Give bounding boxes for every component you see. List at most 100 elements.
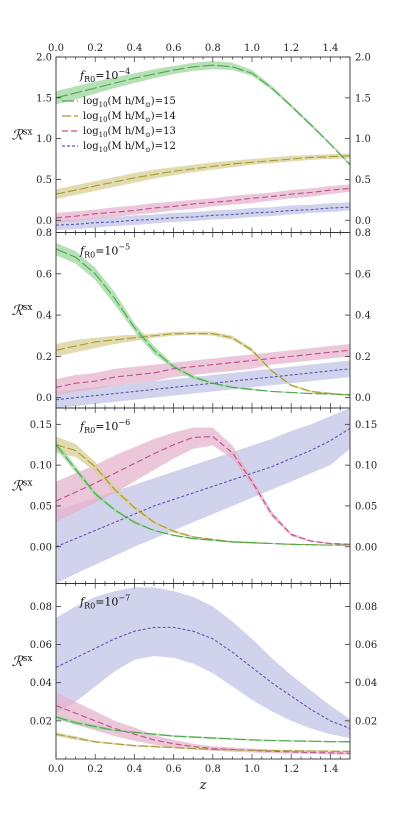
y-tick-label-left: 0.15 [30,420,52,431]
y-tick-label-right: 0.0 [355,216,371,227]
legend-sub: 10 [99,101,108,109]
band-mass-13 [56,427,350,546]
y-tick-label-left: 0.00 [30,542,52,553]
y-axis-label: ℛsx [12,127,33,143]
panel-2: 0.0 0.0 0.2 0.2 0.4 0.4 0.6 0.6 0.8 0.8 ℛsx fR0=10−… [12,228,371,409]
y-label-main: ℛ [12,127,24,143]
annotation-f: f [79,596,86,609]
curve-mass-13 [56,349,350,388]
x-tick-label-bottom: 0.2 [87,764,103,775]
panel-4: 0.02 0.02 0.04 0.04 0.06 0.06 0.08 0.08 ℛsx fR0=1… [12,583,377,760]
curve-mass-12 [56,206,350,226]
curve-mass-12 [56,626,350,729]
curve-mass-13 [56,187,350,219]
panel-plot-area [56,408,350,584]
panel-annotation: fR0=10−5 [79,243,130,260]
curve-mass-14 [56,333,350,397]
band-mass-13 [56,343,350,396]
y-tick-label-left: 0.2 [36,352,52,363]
y-label-sup: sx [23,478,33,488]
legend-label-12: log10(M h/M⊙)=12 [83,141,176,154]
y-label-sup: sx [23,127,33,137]
curve-mass-12 [56,368,350,401]
y-tick-label-right: 0.04 [355,678,377,689]
y-tick-label-right: 1.5 [355,93,371,104]
y-tick-label-right: 0.4 [355,311,371,322]
annotation-rest: =10 [95,420,118,433]
panel-plot-area [56,587,350,755]
annotation-f: f [79,69,86,82]
y-tick-label-right: 0.02 [355,716,377,727]
band-mass-13 [56,692,350,755]
panel-1: 0.0 0.0 0.5 0.5 1.0 1.0 1.5 1.5 2.0 2.0 ℛsx fR0=10−… [12,53,371,233]
legend-sub: 10 [99,146,108,154]
x-tick-label-bottom: 0.4 [126,764,142,775]
curve-mass-15 [56,716,350,743]
y-tick-label-left: 0.06 [30,640,52,651]
curve-mass-13 [56,705,350,754]
annotation-exp: −5 [118,243,130,252]
x-axis-label: z [199,778,207,793]
legend-post: )=12 [151,141,176,152]
curve-mass-14 [56,733,350,752]
legend-sun: ⊙ [145,146,151,154]
annotation-f: f [79,245,86,258]
y-tick-label-left: 0.5 [36,175,52,186]
legend-log: log [83,111,99,122]
y-tick-label-left: 1.0 [36,134,52,145]
band-mass-12 [56,408,350,584]
legend-mid: (M h/M [108,141,145,152]
y-tick-label-right: 0.00 [355,542,377,553]
x-tick-label-top: 1.4 [322,43,338,54]
legend-mid: (M h/M [108,96,145,107]
y-label-sup: sx [23,654,33,664]
curve-mass-15 [56,444,350,546]
curve-mass-14 [56,155,350,195]
x-tick-label-top: 1.0 [244,43,260,54]
legend-post: )=15 [151,96,176,107]
annotation-rest: =10 [95,69,118,82]
x-tick-label-bottom: 1.4 [322,764,338,775]
legend-post: )=13 [151,126,176,137]
y-label-main: ℛ [12,654,24,670]
x-tick-label-bottom: 1.0 [244,764,260,775]
y-tick-label-right: 1.0 [355,134,371,145]
y-tick-label-left: 2.0 [36,53,52,64]
y-tick-label-left: 0.6 [36,269,52,280]
panel-plot-area [56,61,350,231]
y-tick-label-left: 1.5 [36,93,52,104]
annotation-f: f [79,420,86,433]
band-mass-14 [56,436,350,546]
y-tick-label-left: 0.10 [30,461,52,472]
x-tick-label-bottom: 0.8 [205,764,221,775]
x-tick-label-top: 0.0 [48,43,64,54]
y-label-sup: sx [23,303,33,313]
x-tick-label-bottom: 1.2 [283,764,299,775]
x-tick-label-top: 1.2 [283,43,299,54]
y-label-main: ℛ [12,478,24,494]
panel-annotation: fR0=10−4 [79,67,130,84]
legend-label-15: log10(M h/M⊙)=15 [83,96,176,109]
x-tick-label-top: 0.2 [87,43,103,54]
curve-mass-15 [56,248,350,396]
x-tick-label-top: 0.4 [126,43,142,54]
y-axis-label: ℛsx [12,654,33,670]
band-mass-15 [56,715,350,743]
x-tick-label-bottom: 0.0 [48,764,64,775]
y-tick-label-right: 0.15 [355,420,377,431]
y-tick-label-right: 0.0 [355,393,371,404]
legend-sun: ⊙ [145,101,151,109]
curve-mass-15 [56,64,350,166]
y-tick-label-right: 0.5 [355,175,371,186]
annotation-sub: R0 [84,75,95,84]
y-axis-label: ℛsx [12,478,33,494]
y-tick-label-left: 0.4 [36,311,52,322]
legend-sub: 10 [99,131,108,139]
y-tick-label-right: 0.06 [355,640,377,651]
y-tick-label-left: 0.0 [36,216,52,227]
panel-annotation: fR0=10−7 [79,594,130,611]
legend-log: log [83,96,99,107]
legend-label-14: log10(M h/M⊙)=14 [83,111,176,124]
